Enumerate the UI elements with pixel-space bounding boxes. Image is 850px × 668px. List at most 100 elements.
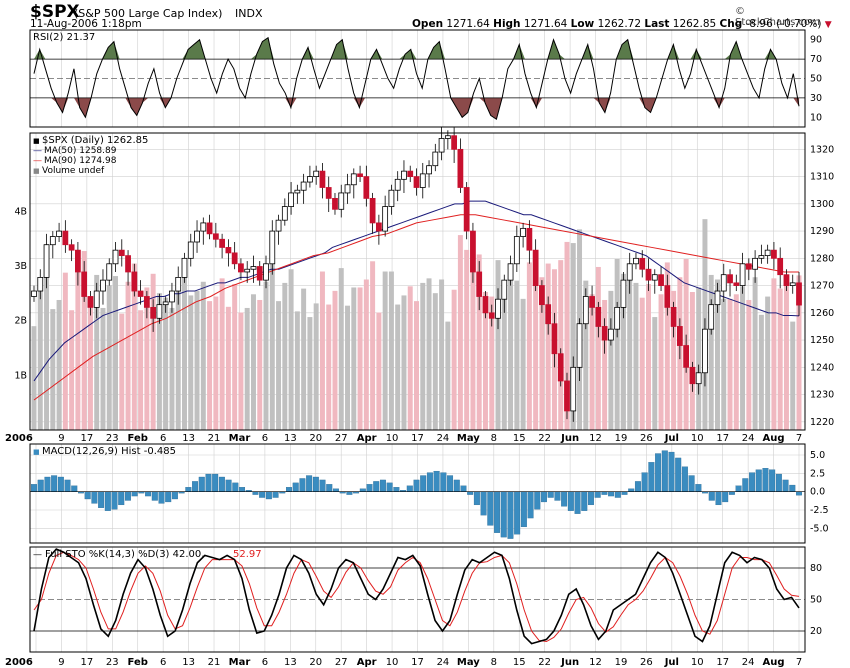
macd-hist-bar — [621, 491, 628, 495]
candle-body — [626, 263, 633, 281]
candle-body — [156, 304, 163, 319]
macd-hist-bar — [554, 491, 561, 501]
price-tick-label: 1300 — [810, 199, 834, 210]
volume-bar — [182, 266, 187, 430]
macd-tick-label: 0.0 — [810, 487, 825, 498]
price-xtick-label: 17 — [411, 433, 424, 444]
macd-hist-bar — [406, 485, 413, 492]
macd-hist-bar — [775, 473, 782, 492]
bottom-xtick-label: Aug — [763, 657, 785, 668]
macd-hist-bar — [587, 491, 594, 506]
volume-bar — [37, 289, 43, 430]
macd-hist-bar — [232, 482, 239, 492]
candle-body — [501, 279, 508, 300]
macd-hist-bar — [762, 468, 769, 492]
sto-d-value: 52.97 — [233, 549, 262, 560]
price-xtick-label: 6 — [262, 433, 268, 444]
candle-body — [118, 249, 125, 257]
price-xtick-label: 24 — [742, 433, 755, 444]
price-tick-label: 1220 — [810, 417, 834, 428]
volume-bar — [244, 307, 250, 430]
macd-hist-bar — [782, 479, 789, 492]
price-xtick-label: 26 — [640, 433, 653, 444]
candle-body — [49, 236, 56, 246]
volume-bar — [733, 294, 739, 430]
bottom-xtick-label: Feb — [128, 657, 148, 668]
volume-bar — [169, 307, 175, 430]
candle-body — [658, 274, 664, 286]
bottom-xtick-label: 24 — [437, 657, 450, 668]
bottom-xtick-label: Apr — [357, 657, 377, 668]
candle-body — [93, 290, 100, 308]
macd-hist-bar — [641, 472, 648, 492]
candle-body — [194, 230, 200, 243]
volume-bar — [727, 298, 733, 430]
macd-hist-bar — [332, 488, 339, 492]
macd-hist-bar — [447, 475, 454, 492]
macd-hist-bar — [118, 491, 125, 506]
volume-bar — [332, 290, 338, 430]
candle-body — [495, 298, 501, 319]
volume-bar — [232, 284, 238, 430]
candle-body — [187, 241, 194, 259]
macd-hist-bar — [104, 491, 111, 511]
macd-hist-bar — [648, 462, 655, 492]
volume-bar — [696, 287, 702, 430]
volume-bar — [288, 269, 294, 430]
price-xtick-label: 22 — [538, 433, 551, 444]
macd-hist-bar — [57, 476, 64, 492]
candle-body — [438, 138, 445, 153]
candle-body — [150, 306, 157, 319]
macd-hist-bar — [124, 491, 131, 501]
price-xtick-label: 13 — [284, 433, 297, 444]
price-xtick-label: Jul — [664, 433, 679, 444]
bottom-xtick-label: 6 — [160, 657, 166, 668]
macd-hist-bar — [581, 491, 588, 511]
candle-body — [37, 277, 44, 292]
candle-body — [275, 219, 282, 232]
candle-body — [256, 266, 263, 281]
bottom-xtick-label: 2006 — [5, 657, 33, 668]
macd-hist-bar — [608, 491, 615, 497]
macd-hist-bar — [64, 479, 71, 492]
price-tick-label: 1260 — [810, 308, 834, 319]
sto-panel-frame — [29, 546, 806, 653]
candle-body — [363, 176, 370, 199]
legend-swatch-ma50: — — [33, 146, 42, 156]
price-xtick-label: Aug — [763, 433, 785, 444]
candle-body — [162, 301, 169, 306]
candle-body — [394, 178, 401, 191]
chg-value: -8.96 (-0.70%) — [745, 18, 822, 30]
candle-body — [181, 257, 188, 278]
macd-hist-bar — [440, 472, 447, 492]
volume-bar — [708, 274, 714, 430]
rsi-tick-label: 70 — [810, 54, 822, 65]
bottom-xtick-label: 17 — [80, 657, 93, 668]
volume-bar — [721, 298, 727, 430]
candle-body — [219, 238, 226, 248]
candle-body — [426, 165, 432, 175]
macd-hist-bar — [131, 491, 138, 497]
macd-hist-bar — [205, 473, 212, 492]
macd-hist-bar — [500, 491, 507, 538]
candle-body — [338, 192, 345, 210]
volume-bar — [351, 287, 357, 430]
macd-hist-bar — [91, 491, 98, 504]
candle-body — [432, 151, 439, 167]
candle-body — [444, 135, 451, 139]
macd-tick-label: -2.5 — [810, 505, 829, 516]
candle-body — [319, 170, 326, 188]
candle-body — [739, 263, 746, 286]
macd-hist-bar — [198, 476, 205, 492]
candle-body — [670, 306, 677, 327]
sto-title: Full STO %K(14,3) %D(3) 42.00, — [45, 549, 204, 560]
rsi-overbought-area — [34, 37, 799, 60]
macd-hist-bar — [44, 476, 51, 492]
macd-hist-bar — [534, 491, 541, 510]
macd-hist-bar — [373, 481, 380, 492]
macd-hist-bar — [507, 491, 514, 539]
candle-body — [482, 296, 489, 314]
volume-bar — [69, 310, 75, 430]
volume-bar — [482, 292, 488, 430]
